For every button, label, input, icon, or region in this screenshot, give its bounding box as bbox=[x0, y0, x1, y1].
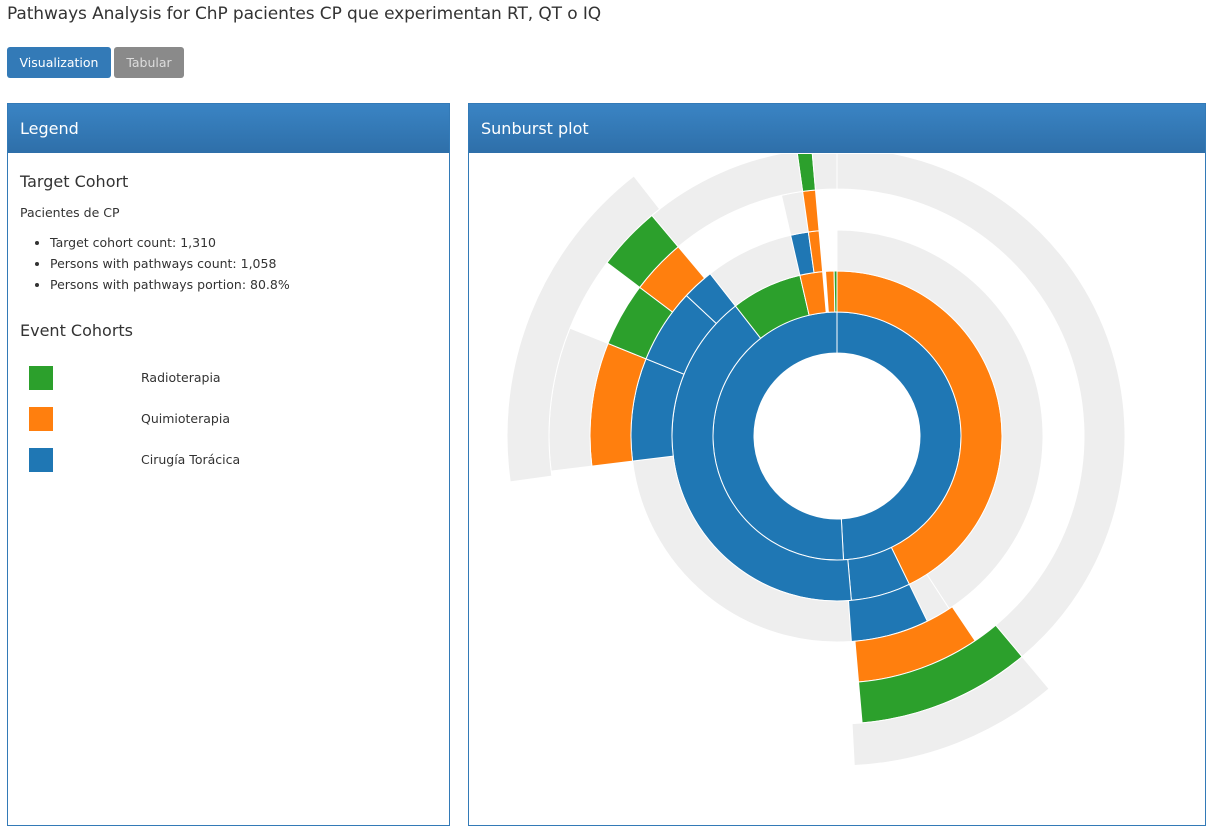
color-swatch bbox=[29, 447, 53, 472]
event-cohorts-list: Radioterapia Quimioterapia Cirugía Torác… bbox=[20, 357, 437, 480]
event-item-cirugia-toracica[interactable]: Cirugía Torácica bbox=[20, 439, 437, 480]
sunburst-chart[interactable] bbox=[469, 154, 1205, 824]
event-label: Radioterapia bbox=[141, 370, 221, 385]
stat-pathways-portion: Persons with pathways portion: 80.8% bbox=[50, 274, 437, 295]
tab-visualization[interactable]: Visualization bbox=[7, 47, 111, 78]
sunburst-panel: Sunburst plot bbox=[468, 103, 1206, 826]
stat-pathways-count: Persons with pathways count: 1,058 bbox=[50, 253, 437, 274]
event-label: Cirugía Torácica bbox=[141, 452, 241, 467]
legend-heading: Legend bbox=[8, 104, 449, 153]
sunburst-segment[interactable] bbox=[506, 175, 661, 483]
cohort-stats-list: Target cohort count: 1,310 Persons with … bbox=[20, 232, 437, 295]
target-cohort-name: Pacientes de CP bbox=[20, 205, 120, 220]
event-cohorts-title: Event Cohorts bbox=[20, 321, 133, 340]
sunburst-segment[interactable] bbox=[833, 270, 838, 313]
event-item-radioterapia[interactable]: Radioterapia bbox=[20, 357, 437, 398]
sunburst-segment[interactable] bbox=[811, 154, 838, 191]
color-swatch bbox=[29, 365, 53, 390]
sunburst-segment[interactable] bbox=[851, 655, 1050, 767]
sunburst-segment[interactable] bbox=[824, 270, 836, 313]
event-item-quimioterapia[interactable]: Quimioterapia bbox=[20, 398, 437, 439]
sunburst-segment[interactable] bbox=[836, 229, 1044, 610]
sunburst-heading: Sunburst plot bbox=[469, 104, 1205, 153]
tab-tabular[interactable]: Tabular bbox=[114, 47, 184, 78]
stat-target-count: Target cohort count: 1,310 bbox=[50, 232, 437, 253]
target-cohort-title: Target Cohort bbox=[20, 172, 129, 191]
legend-panel: Legend Target Cohort Pacientes de CP Tar… bbox=[7, 103, 450, 826]
page-title: Pathways Analysis for ChP pacientes CP q… bbox=[7, 4, 602, 24]
event-label: Quimioterapia bbox=[141, 411, 230, 426]
color-swatch bbox=[29, 406, 53, 431]
view-tabs: Visualization Tabular bbox=[7, 47, 184, 78]
sunburst-segment[interactable] bbox=[651, 154, 804, 248]
